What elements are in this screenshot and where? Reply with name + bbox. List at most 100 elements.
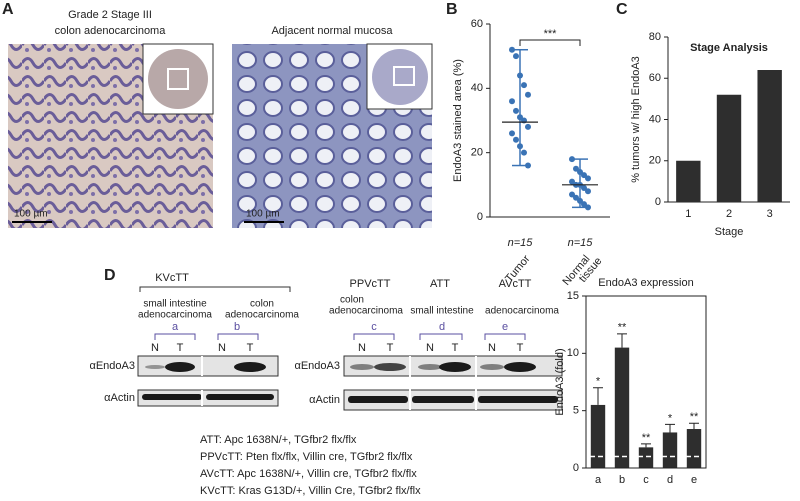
chart-title: EndoA3 expression — [598, 277, 693, 289]
panel-label: A — [2, 1, 14, 18]
bar — [662, 432, 678, 468]
x-tick-label: 3 — [767, 208, 773, 220]
tissue: small intestine — [143, 299, 207, 310]
dot — [581, 172, 587, 179]
dot — [509, 46, 515, 53]
scale-label: 100 µm — [14, 209, 48, 220]
y-tick-label: 40 — [649, 113, 661, 125]
model: ATT — [430, 278, 450, 290]
dot — [513, 53, 519, 60]
tissue: colon — [340, 295, 364, 306]
antibody: αActin — [104, 392, 135, 404]
x-tick-label: 1 — [685, 208, 691, 220]
antibody: αEndoA3 — [294, 360, 340, 372]
error-bar — [617, 333, 627, 348]
y-tick-label: 0 — [573, 462, 579, 474]
y-axis-label: % tumors w/ high EndoA3 — [630, 56, 642, 183]
annotation: * — [668, 412, 673, 424]
tissue: small intestine — [410, 306, 474, 317]
bracket — [139, 286, 291, 292]
bar — [757, 70, 782, 202]
dot — [509, 130, 515, 137]
y-tick-label: 15 — [567, 290, 579, 302]
panel-label: D — [104, 267, 116, 284]
y-tick-label: 0 — [655, 196, 661, 208]
inset-box — [167, 68, 189, 90]
lane-label: N — [426, 342, 434, 354]
lane-label: N — [358, 342, 366, 354]
dot — [525, 91, 531, 98]
x-tick-label: 2 — [726, 208, 732, 220]
dot — [577, 168, 583, 175]
dot — [569, 156, 575, 163]
bar — [590, 404, 606, 468]
bar — [686, 429, 702, 468]
model: KVcTT — [155, 272, 189, 284]
lane-label: T — [387, 342, 394, 354]
genotype: AVcTT: Apc 1638N/+, Villin cre, TGfbr2 f… — [200, 468, 417, 480]
letter: e — [502, 321, 508, 333]
y-tick-label: 5 — [573, 405, 579, 417]
dot — [517, 143, 523, 150]
x-tick-label: c — [643, 474, 649, 486]
inset-core — [148, 49, 208, 109]
bar — [614, 347, 630, 468]
lane-label: N — [488, 342, 496, 354]
bar — [716, 94, 742, 202]
dot — [509, 98, 515, 105]
lane-label: T — [177, 342, 184, 354]
y-tick-label: 40 — [471, 82, 483, 94]
dot — [525, 162, 531, 169]
lane-label: N — [218, 342, 226, 354]
tissue: adenocarcinoma — [138, 310, 212, 321]
lane-brackets — [154, 333, 526, 340]
y-axis-label: EndoA3 stained area (%) — [452, 59, 464, 182]
dot — [521, 82, 527, 89]
x-tick-label: d — [667, 474, 673, 486]
annotation: ** — [618, 322, 627, 334]
dot — [525, 123, 531, 130]
y-tick-label: 80 — [649, 31, 661, 43]
tissue: adenocarcinoma — [225, 310, 299, 321]
dot — [521, 149, 527, 156]
error-bar — [689, 422, 699, 430]
y-axis-label: EndoA3 (fold) — [554, 348, 566, 415]
tissue: adenocarcinoma — [485, 306, 559, 317]
dot — [569, 178, 575, 185]
x-axis-label: Stage — [715, 226, 744, 238]
dot — [585, 204, 591, 211]
genotype: KVcTT: Kras G13D/+, Villin Cre, TGfbr2 f… — [200, 485, 421, 497]
y-tick-label: 10 — [567, 347, 579, 359]
inset-core — [372, 49, 428, 105]
letter: d — [439, 321, 445, 333]
y-tick-label: 60 — [471, 18, 483, 30]
sig-bracket — [519, 39, 581, 46]
count: n=15 — [508, 237, 534, 249]
model: AVcTT — [499, 278, 532, 290]
dot — [513, 136, 519, 143]
dot — [581, 201, 587, 208]
letter: a — [172, 321, 179, 333]
caption: colon adenocarcinoma — [55, 25, 167, 37]
dot — [577, 197, 583, 204]
x-tick-label: e — [691, 474, 697, 486]
count: n=15 — [568, 237, 594, 249]
y-tick-label: 20 — [471, 147, 483, 159]
x-tick-label: b — [619, 474, 625, 486]
panel-label: C — [616, 1, 628, 18]
lane-label: T — [452, 342, 459, 354]
caption: Adjacent normal mucosa — [271, 25, 393, 37]
frame — [585, 295, 707, 469]
letter: b — [234, 321, 240, 333]
tissue: colon — [250, 299, 274, 310]
lane-label: T — [517, 342, 524, 354]
dot — [517, 114, 523, 121]
tissue: adenocarcinoma — [329, 306, 403, 317]
dot — [573, 194, 579, 201]
x-tick-label: a — [595, 474, 602, 486]
bands — [142, 362, 558, 403]
genotype: ATT: Apc 1638N/+, TGfbr2 flx/flx — [200, 434, 357, 446]
panel-label: B — [446, 1, 458, 18]
dot — [573, 165, 579, 172]
